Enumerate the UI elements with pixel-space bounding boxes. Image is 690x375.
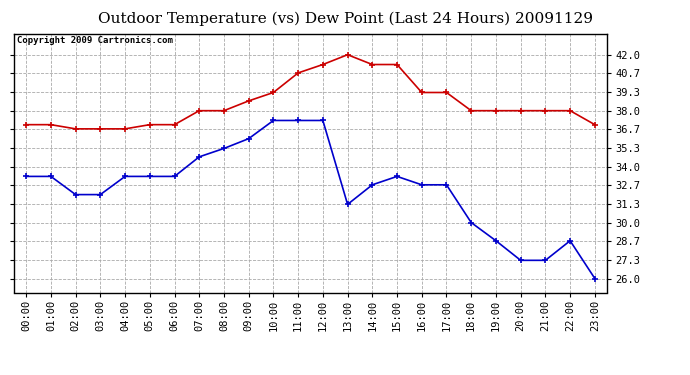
Text: Outdoor Temperature (vs) Dew Point (Last 24 Hours) 20091129: Outdoor Temperature (vs) Dew Point (Last…: [97, 11, 593, 26]
Text: Copyright 2009 Cartronics.com: Copyright 2009 Cartronics.com: [17, 36, 172, 45]
